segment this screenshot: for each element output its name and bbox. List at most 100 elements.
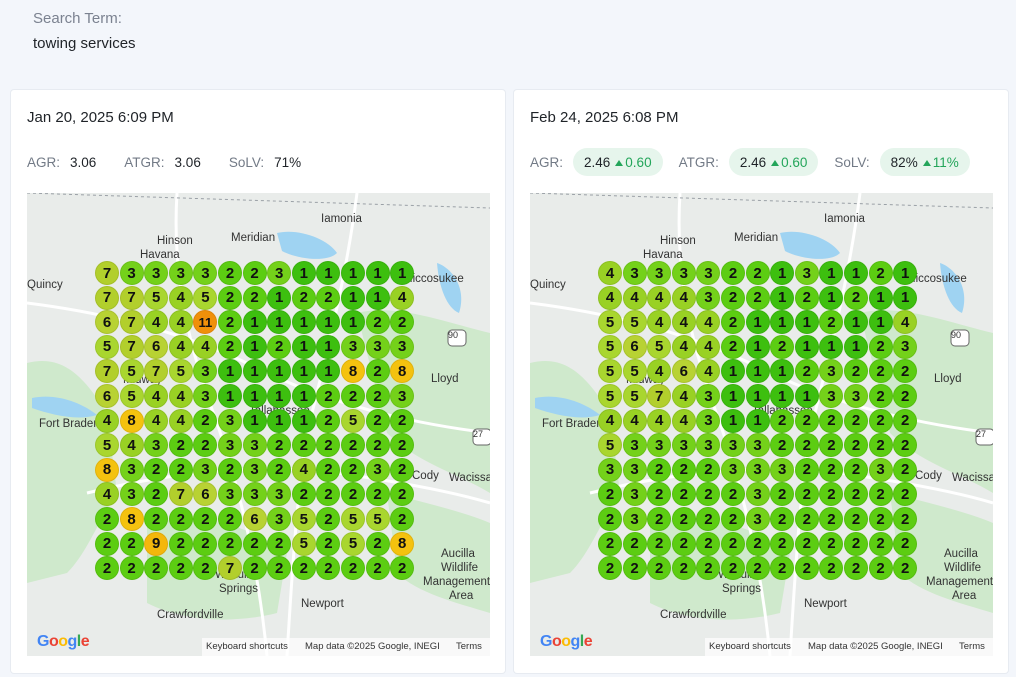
rank-pin[interactable]: 2: [144, 556, 169, 581]
rank-pin[interactable]: 1: [819, 285, 844, 310]
rank-pin[interactable]: 4: [144, 384, 169, 408]
rank-pin[interactable]: 1: [721, 408, 745, 433]
rank-pin[interactable]: 3: [721, 457, 745, 482]
rank-pin[interactable]: 4: [119, 433, 144, 458]
rank-pin[interactable]: 2: [267, 457, 292, 482]
rank-map[interactable]: 90 27 Iamonia Hinson Havana Meridian Miccosuke…: [27, 193, 490, 656]
rank-pin[interactable]: 5: [193, 285, 218, 310]
rank-pin[interactable]: 3: [365, 457, 390, 482]
rank-pin[interactable]: 2: [365, 556, 390, 581]
rank-pin[interactable]: 2: [893, 482, 918, 507]
rank-pin[interactable]: 4: [647, 285, 672, 310]
rank-pin[interactable]: 3: [622, 507, 647, 531]
rank-pin[interactable]: 1: [721, 359, 745, 384]
rank-pin[interactable]: 2: [745, 261, 770, 285]
rank-pin[interactable]: 1: [819, 334, 844, 359]
rank-pin[interactable]: 2: [794, 482, 819, 507]
rank-pin[interactable]: 2: [193, 556, 218, 581]
rank-pin[interactable]: 3: [144, 261, 169, 285]
rank-pin[interactable]: 2: [868, 507, 893, 531]
rank-pin[interactable]: 4: [671, 384, 696, 408]
rank-pin[interactable]: 1: [770, 310, 795, 335]
rank-pin[interactable]: 3: [819, 359, 844, 384]
rank-pin[interactable]: 2: [647, 507, 672, 531]
rank-pin[interactable]: 4: [598, 408, 622, 433]
rank-pin[interactable]: 2: [770, 482, 795, 507]
rank-pin[interactable]: 1: [242, 359, 267, 384]
rank-pin[interactable]: 6: [193, 482, 218, 507]
rank-pin[interactable]: 3: [218, 408, 242, 433]
rank-pin[interactable]: 2: [622, 556, 647, 581]
keyboard-shortcuts-link[interactable]: Keyboard shortcuts: [709, 641, 791, 652]
rank-pin[interactable]: 2: [647, 556, 672, 581]
rank-pin[interactable]: 6: [622, 334, 647, 359]
rank-pin[interactable]: 7: [168, 482, 193, 507]
rank-pin[interactable]: 2: [770, 408, 795, 433]
rank-pin[interactable]: 1: [291, 408, 316, 433]
rank-pin[interactable]: 2: [316, 457, 341, 482]
rank-pin[interactable]: 2: [390, 457, 415, 482]
rank-pin[interactable]: 3: [745, 433, 770, 458]
rank-pin[interactable]: 2: [119, 531, 144, 556]
rank-pin[interactable]: 3: [696, 261, 721, 285]
rank-pin[interactable]: 1: [341, 285, 365, 310]
rank-pin[interactable]: 3: [242, 457, 267, 482]
rank-pin[interactable]: 4: [598, 261, 622, 285]
rank-pin[interactable]: 7: [119, 310, 144, 335]
rank-pin[interactable]: 2: [844, 507, 868, 531]
rank-pin[interactable]: 2: [770, 531, 795, 556]
rank-pin[interactable]: 1: [844, 261, 868, 285]
rank-pin[interactable]: 2: [95, 531, 119, 556]
rank-pin[interactable]: 2: [819, 556, 844, 581]
rank-pin[interactable]: 2: [745, 531, 770, 556]
rank-pin[interactable]: 4: [144, 310, 169, 335]
rank-pin[interactable]: 2: [291, 556, 316, 581]
rank-pin[interactable]: 4: [647, 359, 672, 384]
rank-pin[interactable]: 4: [95, 408, 119, 433]
rank-pin[interactable]: 2: [794, 531, 819, 556]
rank-pin[interactable]: 1: [218, 359, 242, 384]
rank-pin[interactable]: 5: [598, 359, 622, 384]
rank-pin[interactable]: 2: [193, 433, 218, 458]
rank-pin[interactable]: 2: [267, 334, 292, 359]
rank-pin[interactable]: 2: [390, 482, 415, 507]
rank-pin[interactable]: 3: [193, 457, 218, 482]
rank-pin[interactable]: 2: [242, 531, 267, 556]
rank-pin[interactable]: 2: [242, 261, 267, 285]
rank-pin[interactable]: 4: [193, 334, 218, 359]
rank-pin[interactable]: 5: [598, 334, 622, 359]
rank-pin[interactable]: 2: [819, 408, 844, 433]
rank-pin[interactable]: 2: [868, 556, 893, 581]
rank-pin[interactable]: 2: [647, 531, 672, 556]
rank-pin[interactable]: 3: [242, 482, 267, 507]
rank-pin[interactable]: 2: [819, 531, 844, 556]
rank-pin[interactable]: 2: [819, 482, 844, 507]
rank-pin[interactable]: 8: [341, 359, 365, 384]
rank-pin[interactable]: 4: [622, 285, 647, 310]
rank-pin[interactable]: 7: [144, 359, 169, 384]
rank-pin[interactable]: 2: [671, 457, 696, 482]
rank-pin[interactable]: 3: [696, 408, 721, 433]
rank-pin[interactable]: 1: [893, 285, 918, 310]
rank-pin[interactable]: 2: [671, 507, 696, 531]
rank-pin[interactable]: 2: [844, 433, 868, 458]
rank-pin[interactable]: 1: [316, 261, 341, 285]
rank-pin[interactable]: 8: [390, 531, 415, 556]
rank-pin[interactable]: 2: [696, 531, 721, 556]
rank-pin[interactable]: 3: [671, 433, 696, 458]
rank-pin[interactable]: 7: [95, 261, 119, 285]
rank-pin[interactable]: 2: [893, 408, 918, 433]
rank-pin[interactable]: 1: [745, 408, 770, 433]
rank-pin[interactable]: 3: [745, 507, 770, 531]
rank-pin[interactable]: 3: [144, 433, 169, 458]
rank-pin[interactable]: 4: [671, 285, 696, 310]
rank-pin[interactable]: 3: [696, 285, 721, 310]
rank-pin[interactable]: 2: [745, 285, 770, 310]
rank-pin[interactable]: 2: [794, 433, 819, 458]
rank-pin[interactable]: 8: [390, 359, 415, 384]
rank-pin[interactable]: 3: [622, 457, 647, 482]
rank-pin[interactable]: 4: [671, 310, 696, 335]
rank-pin[interactable]: 1: [844, 334, 868, 359]
rank-pin[interactable]: 2: [168, 507, 193, 531]
rank-pin[interactable]: 2: [341, 457, 365, 482]
